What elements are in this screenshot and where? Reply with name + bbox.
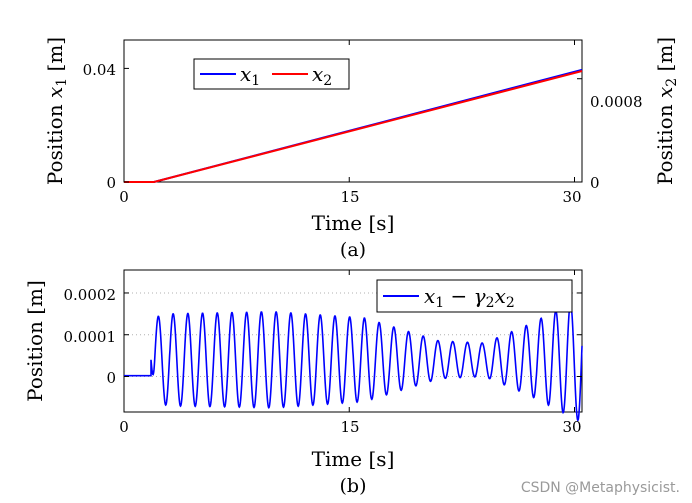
panel-a-frame: [123, 39, 583, 183]
a-series-line-x2: [124, 70, 583, 183]
b-xtick-0: 0: [119, 418, 129, 436]
b-xlabel: Time [s]: [312, 447, 395, 471]
a-ytick-right-0: 0: [590, 174, 600, 192]
a-ytick-right-00008: 0.0008: [590, 93, 643, 111]
b-ytick-00001: 0.0001: [64, 328, 117, 346]
b-panel-label: (b): [340, 475, 367, 497]
panel-b-ticks: [123, 270, 582, 412]
b-ytick-00002: 0.0002: [64, 286, 117, 304]
panel-a-series-group: [124, 68, 583, 183]
b-legend-label: x1 − γ2x2: [424, 284, 515, 311]
watermark: CSDN @Metaphysicist.: [521, 480, 680, 496]
svg-text:Position x2 [m]: Position x2 [m]: [653, 37, 680, 185]
a-ylabel-right: Position x2 [m]: [653, 37, 680, 185]
a-legend-label-x2: x2: [312, 62, 332, 89]
b-xtick-30: 30: [562, 418, 581, 436]
a-xlabel: Time [s]: [312, 211, 395, 235]
b-xtick-15: 15: [340, 418, 359, 436]
a-ytick-left-004: 0.04: [83, 61, 116, 79]
a-ytick-left-0: 0: [106, 174, 116, 192]
b-legend: x1 − γ2x2: [376, 279, 573, 313]
panel-a-ticks: [123, 40, 582, 183]
b-ylabel: Position [m]: [23, 280, 47, 402]
a-ylabel-left: Position x1 [m]: [43, 37, 70, 185]
b-series-line: [124, 302, 583, 422]
panel-b-frame: [123, 269, 583, 413]
panel-b-series-group: [124, 302, 583, 422]
a-xtick-30: 30: [562, 188, 581, 206]
a-panel-label: (a): [340, 239, 366, 261]
a-legend-label-x1: x1: [240, 62, 260, 89]
a-legend: x1 x2: [193, 58, 350, 90]
panel-b: 0 15 30 0 0.0001 0.0002 Time [s] (b) Pos…: [23, 269, 583, 497]
svg-text:Position x1 [m]: Position x1 [m]: [43, 37, 70, 185]
b-ytick-0: 0: [106, 369, 116, 387]
a-xtick-15: 15: [340, 188, 359, 206]
panel-a: 0 15 30 0 0.04 0 0.0008 Time [s] (a) Pos…: [43, 37, 680, 261]
a-series-line-x1: [124, 68, 583, 183]
a-xtick-0: 0: [119, 188, 129, 206]
